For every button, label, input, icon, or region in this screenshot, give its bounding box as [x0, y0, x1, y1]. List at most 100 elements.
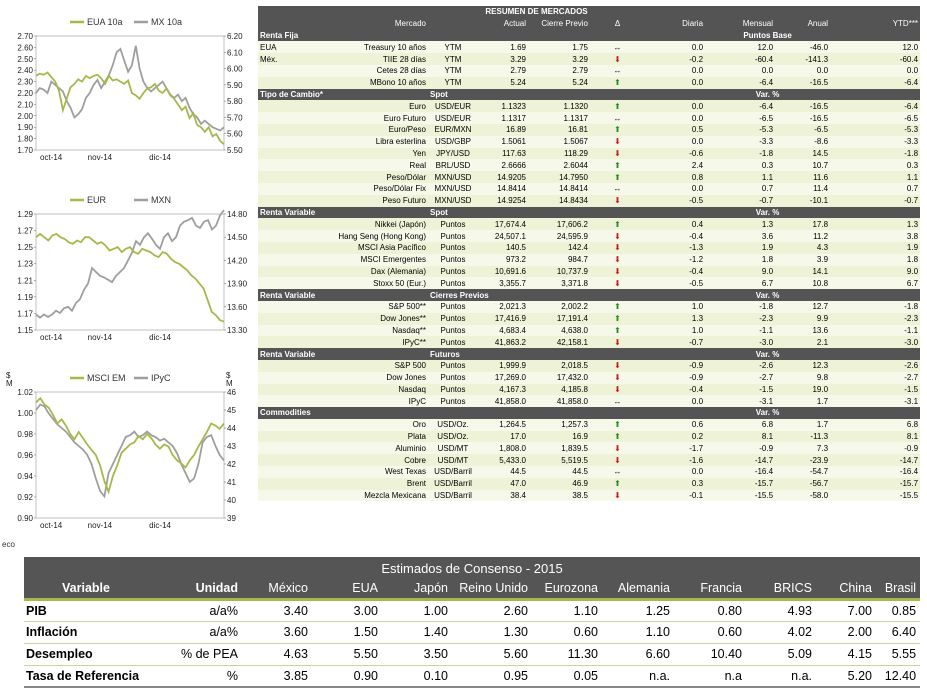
row-previous: 17,432.0	[528, 371, 590, 384]
row-actual: 17,269.0	[478, 371, 528, 384]
row-annual: 10.7	[775, 159, 831, 172]
plot-frame	[35, 213, 225, 331]
row-actual: 41,858.0	[478, 395, 528, 408]
consensus-col-header: Unidad	[152, 579, 242, 601]
row-instrument: Yen	[303, 147, 428, 160]
col-header: Δ	[590, 17, 646, 30]
table-row: Méx. TIIE 28 días YTM 3.29 3.29 ⬇ -0.2 -60.4 -14…	[258, 53, 921, 65]
table-row: West Texas USD/Barril 44.5 44.5 ↔ 0.0 -16.4 -54…	[258, 466, 921, 478]
row-daily: -1.7	[645, 442, 706, 455]
row-group	[258, 112, 303, 124]
cell	[830, 407, 921, 419]
left-tick-label: 0.98	[17, 430, 33, 439]
row-unit: YTM	[428, 64, 478, 77]
x-tick-label: dic-14	[149, 333, 171, 342]
row-annual: -10.1	[775, 194, 831, 207]
right-tick-label: 13.60	[227, 303, 248, 312]
row-daily: 0.2	[645, 430, 706, 443]
row-actual: 5.24	[478, 76, 528, 89]
consensus-value: 4.93	[746, 599, 816, 622]
row-unit: Puntos	[428, 312, 478, 325]
arrow-up-icon: ⬆	[590, 312, 646, 325]
row-ytd: -3.3	[830, 135, 921, 148]
x-tick-label: oct-14	[40, 521, 63, 530]
row-actual: 1,808.0	[478, 442, 528, 455]
section-header-row: Renta Variable Futuros Var. %	[258, 348, 921, 360]
col-header: Actual	[478, 17, 528, 30]
row-group	[258, 265, 303, 278]
row-actual: 3,355.7	[478, 277, 528, 290]
consensus-value: 7.00	[816, 599, 876, 622]
row-actual: 1,264.5	[478, 418, 528, 431]
row-unit: USD/EUR	[428, 100, 478, 113]
row-actual: 4,167.3	[478, 383, 528, 396]
row-ytd: -1.8	[830, 147, 921, 160]
row-daily: 0.0	[645, 466, 706, 478]
row-actual: 2.79	[478, 64, 528, 77]
row-unit: MXN/USD	[428, 171, 478, 183]
row-instrument: Aluminio	[303, 442, 428, 455]
row-unit: Puntos	[428, 241, 478, 254]
row-annual: 2.1	[775, 336, 831, 349]
row-ytd: -14.7	[830, 454, 921, 467]
left-tick-label: 1.27	[17, 227, 33, 236]
arrow-up-icon: ⬆	[590, 123, 646, 136]
consensus-variable: Inflación	[24, 621, 152, 644]
series-line-right	[35, 209, 225, 319]
chart-fx: EUR MXN 1.29 1.27 1.25 1.23 1.21 1.19 1.17 1.15 14…	[0, 192, 250, 344]
consensus-value: 5.50	[312, 643, 382, 666]
market-title: RESUMEN DE MERCADOS	[428, 6, 646, 18]
row-previous: 984.7	[528, 253, 590, 266]
row-unit: USD/Barril	[428, 466, 478, 478]
right-tick-label: 6.20	[227, 32, 243, 41]
row-annual: 3.9	[775, 253, 831, 266]
row-group	[258, 194, 303, 207]
row-actual: 1,999.9	[478, 359, 528, 372]
row-annual: -16.5	[775, 76, 831, 89]
section-name: Renta Variable	[258, 289, 428, 301]
table-row: Dax (Alemania) Puntos 10,691.6 10,737.9 ⬇ -0.…	[258, 265, 921, 278]
row-instrument: S&P 500**	[303, 300, 428, 313]
market-header-row: Mercado Actual Cierre Previo Δ Diaria Mensual…	[258, 17, 921, 30]
table-row: Cetes 28 días YTM 2.79 2.79 ↔ 0.0 0.0 0.0 0.0	[258, 64, 921, 77]
row-unit: MXN/USD	[428, 194, 478, 207]
arrow-up-icon: ⬆	[590, 324, 646, 337]
row-instrument: Real	[303, 159, 428, 172]
row-group	[258, 489, 303, 502]
right-tick-label: 39	[227, 514, 236, 523]
series-line-left	[35, 232, 225, 323]
row-actual: 38.4	[478, 489, 528, 502]
row-daily: -0.9	[645, 371, 706, 384]
left-tick-label: 2.40	[17, 66, 33, 75]
row-monthly: -3.0	[705, 336, 776, 349]
arrow-down-icon: ⬇	[590, 371, 646, 384]
table-row: Aluminio USD/MT 1,808.0 1,839.5 ⬇ -1.7 -0.9 7.3…	[258, 442, 921, 455]
row-daily: -1.6	[645, 454, 706, 467]
cell	[590, 289, 706, 301]
table-row: Peso Futuro MXN/USD 14.9254 14.8434 ⬇ -0.5 -0.…	[258, 194, 921, 207]
row-unit: YTM	[428, 76, 478, 89]
row-instrument: Treasury 10 años	[303, 41, 428, 54]
row-group: EUA	[258, 41, 303, 54]
row-group	[258, 312, 303, 325]
row-annual: 17.8	[775, 218, 831, 231]
x-tick-label: oct-14	[40, 153, 63, 162]
legend-label-1: IPyC	[151, 373, 171, 383]
row-annual: -54.7	[775, 466, 831, 478]
section-sub: Cierres Previos	[428, 289, 590, 301]
row-group	[258, 100, 303, 113]
row-unit: EUR/MXN	[428, 123, 478, 136]
row-annual: -6.5	[775, 123, 831, 136]
consensus-value: 0.05	[532, 665, 602, 688]
consensus-value: 1.40	[382, 621, 452, 644]
x-tick-label: nov-14	[88, 521, 113, 530]
row-monthly: -0.9	[705, 442, 776, 455]
arrow-down-icon: ⬇	[590, 442, 646, 455]
row-unit: JPY/USD	[428, 147, 478, 160]
row-ytd: -1.1	[830, 324, 921, 337]
row-previous: 24,595.9	[528, 230, 590, 242]
row-previous: 46.9	[528, 477, 590, 490]
row-previous: 10,737.9	[528, 265, 590, 278]
row-monthly: -0.7	[705, 194, 776, 207]
left-tick-label: 1.00	[17, 409, 33, 418]
